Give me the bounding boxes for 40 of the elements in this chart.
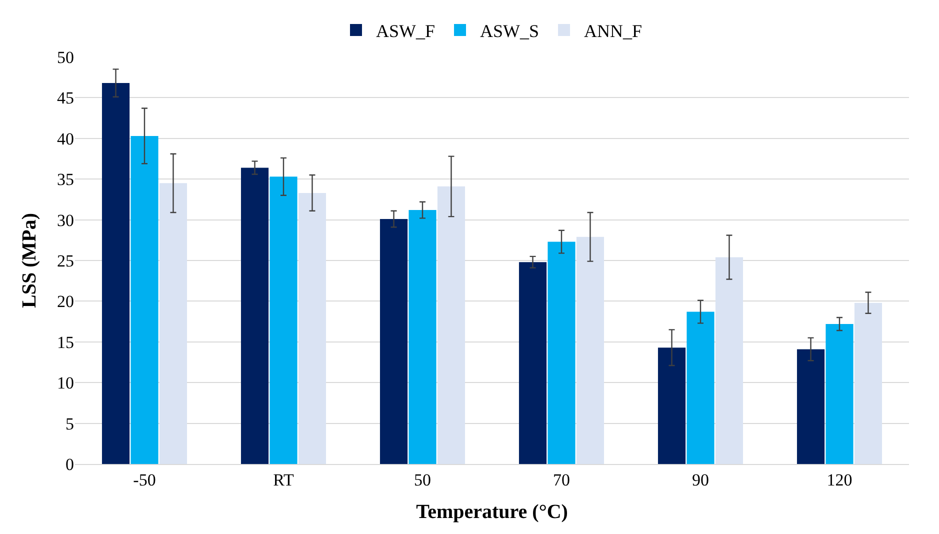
bar [102, 83, 130, 464]
bar [826, 324, 854, 464]
legend-label: ASW_F [376, 21, 436, 42]
y-tick-label: 15 [57, 332, 74, 352]
x-tick-label: 120 [826, 470, 852, 490]
x-tick-label: 90 [692, 470, 709, 490]
bar [130, 136, 158, 464]
bar [548, 242, 576, 464]
bar [518, 262, 547, 464]
y-tick-label: 45 [57, 88, 74, 108]
x-tick-label: -50 [133, 470, 156, 490]
y-tick-label: 50 [57, 48, 74, 67]
y-tick-label: 40 [57, 129, 74, 148]
y-tick-label: 5 [66, 414, 74, 434]
bar [658, 348, 686, 464]
bar [380, 218, 408, 464]
y-tick-label: 20 [57, 292, 74, 312]
bar [576, 236, 604, 464]
bar [437, 186, 466, 464]
y-axis-title: LSS (MPa) [18, 213, 40, 308]
bar [159, 183, 188, 464]
y-tick-label: 25 [57, 251, 74, 270]
y-tick-label: 0 [66, 454, 74, 474]
bar [240, 168, 269, 464]
x-tick-label: 70 [553, 470, 570, 490]
bar [270, 176, 298, 464]
y-tick-label: 35 [57, 170, 74, 190]
x-axis-title: Temperature (°C) [416, 500, 568, 523]
bar [298, 192, 326, 464]
bar [715, 257, 744, 464]
x-tick-label: RT [273, 470, 294, 490]
y-tick-label: 30 [57, 210, 74, 230]
bar [796, 349, 825, 464]
x-tick-label: 50 [414, 470, 431, 490]
legend-label: ASW_S [480, 21, 540, 42]
bar [408, 210, 436, 464]
bar [686, 312, 714, 464]
legend-label: ANN_F [584, 21, 642, 42]
y-tick-label: 10 [57, 374, 74, 393]
bar [854, 302, 882, 464]
